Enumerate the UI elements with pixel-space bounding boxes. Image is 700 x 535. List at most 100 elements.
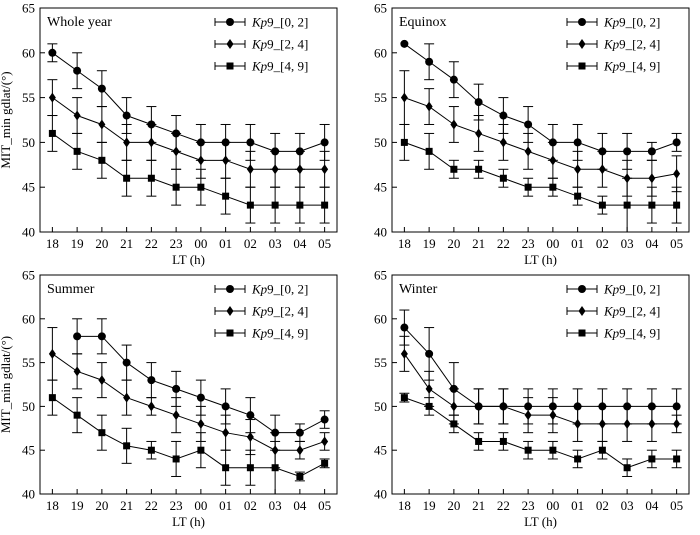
legend-label: Kp9_[0, 2] (603, 282, 660, 297)
x-tick-label: 03 (269, 236, 282, 251)
data-point (197, 183, 205, 191)
data-point (172, 183, 180, 191)
data-point (123, 442, 131, 450)
series-diamond (47, 79, 330, 188)
data-point (271, 464, 279, 472)
data-point (524, 146, 532, 157)
data-point (147, 174, 155, 182)
y-tick-label: 55 (22, 355, 35, 370)
data-point (321, 436, 329, 447)
panel-title: Whole year (47, 15, 112, 30)
data-point (48, 394, 56, 402)
series-diamond (399, 335, 682, 442)
data-point (449, 75, 458, 84)
plot-frame (391, 7, 690, 233)
legend-label: Kp9_[4, 9] (251, 326, 308, 341)
series-square (47, 379, 330, 495)
x-tick-label: 03 (621, 498, 634, 513)
series-line (52, 397, 325, 478)
data-point (598, 201, 606, 209)
x-tick-label: 18 (398, 236, 411, 251)
x-tick-label: 23 (170, 498, 183, 513)
data-point (450, 165, 458, 173)
panel-title: Summer (47, 282, 95, 297)
series-line (404, 43, 677, 152)
data-point (648, 173, 656, 184)
data-point (246, 138, 255, 147)
data-point (499, 437, 507, 445)
data-point (123, 392, 131, 403)
x-tick-label: 18 (46, 236, 59, 251)
x-tick-label: 22 (145, 236, 158, 251)
data-point (648, 201, 656, 209)
data-point (73, 66, 82, 75)
legend-label: Kp9_[4, 9] (603, 59, 660, 74)
data-point (425, 101, 433, 112)
data-point (400, 323, 409, 332)
legend-label: Kp9_[2, 4] (251, 37, 308, 52)
data-point (425, 349, 434, 358)
x-tick-label: 01 (219, 498, 232, 513)
data-point (73, 147, 81, 155)
y-tick-label: 65 (374, 1, 387, 16)
legend: Kp9_[0, 2] Kp9_[2, 4] Kp9_[4, 9] (214, 15, 308, 74)
data-point (48, 48, 57, 57)
data-point (475, 401, 483, 412)
data-point (673, 418, 681, 429)
x-tick-label: 03 (621, 236, 634, 251)
panel-title: Equinox (399, 15, 446, 30)
y-axis-label: MIT_min gdlat/(°) (0, 336, 13, 433)
x-tick-label: 04 (645, 236, 659, 251)
data-point (400, 92, 408, 103)
x-tick-label: 00 (194, 236, 207, 251)
x-tick-label: 02 (244, 498, 257, 513)
y-tick-label: 65 (22, 1, 35, 16)
data-point (172, 410, 180, 421)
legend-marker (578, 62, 586, 70)
data-point (246, 432, 254, 443)
x-tick-label: 19 (71, 236, 84, 251)
data-point (573, 138, 582, 147)
y-tick-label: 55 (374, 90, 387, 105)
y-tick-label: 40 (22, 487, 35, 502)
data-point (499, 137, 507, 148)
data-point (499, 111, 508, 120)
panel-title: Winter (399, 282, 438, 297)
legend-label: Kp9_[4, 9] (603, 326, 660, 341)
x-tick-label: 05 (318, 498, 331, 513)
data-point (271, 164, 279, 175)
x-tick-label: 05 (670, 236, 683, 251)
y-tick-label: 40 (374, 225, 387, 240)
data-point (450, 119, 458, 130)
data-point (222, 155, 230, 166)
legend-marker (578, 285, 586, 293)
data-point (321, 201, 329, 209)
x-tick-label: 21 (120, 498, 133, 513)
data-point (73, 366, 81, 377)
y-tick-label: 45 (22, 443, 35, 458)
data-point (296, 164, 304, 175)
x-tick-label: 22 (497, 236, 510, 251)
data-point (672, 402, 681, 411)
data-point (425, 402, 433, 410)
data-point (474, 98, 483, 107)
y-tick-label: 60 (22, 45, 35, 60)
data-point (574, 164, 582, 175)
data-point (172, 455, 180, 463)
x-tick-label: 03 (269, 498, 282, 513)
data-point (549, 446, 557, 454)
data-point (499, 401, 507, 412)
data-point (98, 429, 106, 437)
series-line (52, 133, 325, 206)
x-tick-label: 01 (571, 236, 584, 251)
legend-marker (226, 18, 234, 26)
x-tick-label: 18 (46, 498, 59, 513)
data-point (425, 147, 433, 155)
data-point (321, 164, 329, 175)
x-axis-label: LT (h) (172, 252, 205, 267)
data-point (97, 332, 106, 341)
legend-marker (578, 306, 586, 316)
data-point (450, 420, 458, 428)
y-tick-label: 50 (374, 399, 387, 414)
